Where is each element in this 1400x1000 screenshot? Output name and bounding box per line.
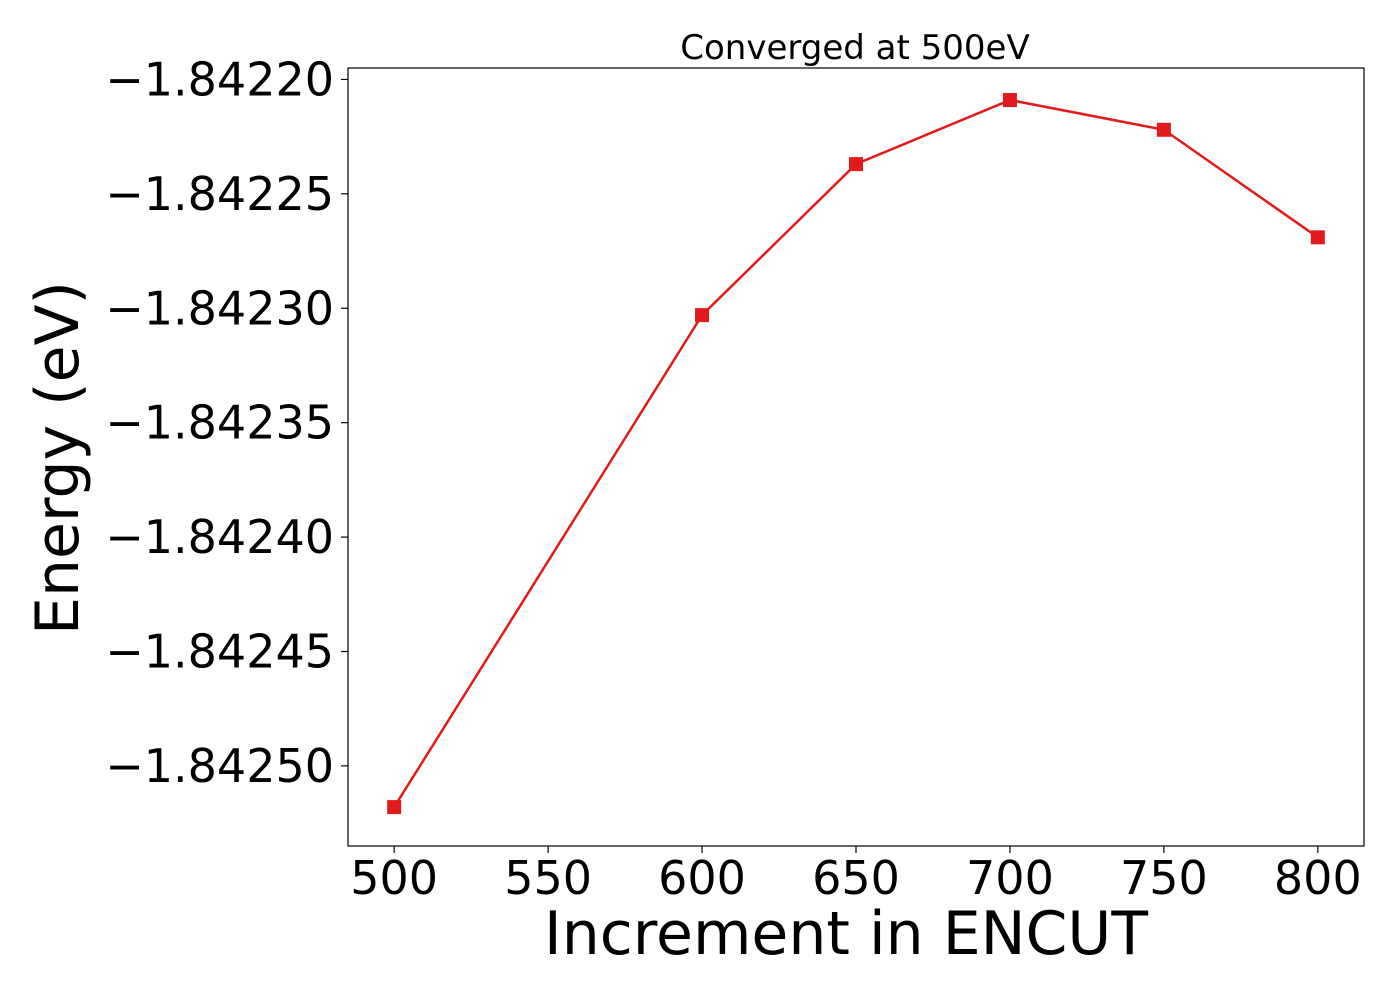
x-tick-label: 500 xyxy=(350,851,438,905)
y-tick-label: −1.84245 xyxy=(105,625,334,679)
x-axis-title: Increment in ENCUT xyxy=(544,899,1148,969)
data-point-marker xyxy=(1310,230,1325,245)
data-point-marker xyxy=(849,157,863,172)
y-tick-label: −1.84225 xyxy=(105,167,334,221)
plot-series xyxy=(387,93,1325,815)
series-line xyxy=(393,98,1319,808)
x-tick-label: 550 xyxy=(504,851,592,905)
x-tick-label: 700 xyxy=(966,851,1054,905)
data-point-marker xyxy=(387,800,402,815)
y-tick-label: −1.84250 xyxy=(105,739,334,793)
chart-title: Converged at 500eV xyxy=(680,28,1029,68)
y-axis: −1.84220 −1.84225 −1.84230 −1.84235 −1.84240… xyxy=(105,52,348,793)
y-axis-title: Energy (eV) xyxy=(23,281,93,635)
x-tick-label: 650 xyxy=(812,851,900,905)
y-tick-label: −1.84235 xyxy=(105,396,334,450)
plot-frame xyxy=(347,67,1365,847)
x-tick-label: 750 xyxy=(1120,851,1208,905)
y-tick-label: −1.84230 xyxy=(105,281,334,335)
data-point-marker xyxy=(695,308,710,323)
x-tick-label: 600 xyxy=(658,851,746,905)
y-tick-label: −1.84240 xyxy=(105,510,334,564)
y-tick-label: −1.84220 xyxy=(105,52,334,106)
x-tick-label: 800 xyxy=(1274,851,1362,905)
x-axis: 500 550 600 650 700 750 800 xyxy=(350,846,1362,905)
data-point-marker xyxy=(1002,93,1017,108)
data-point-marker xyxy=(1156,122,1171,137)
